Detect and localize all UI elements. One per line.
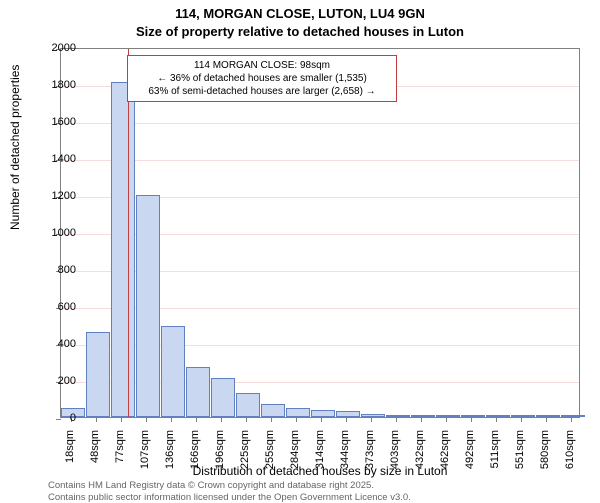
y-axis-label: Number of detached properties (8, 65, 22, 230)
x-tick-mark (121, 417, 122, 422)
histogram-bar (486, 415, 510, 417)
x-tick-mark (371, 417, 372, 422)
x-tick-mark (546, 417, 547, 422)
x-tick-label: 107sqm (139, 430, 151, 490)
x-tick-label: 580sqm (539, 430, 551, 490)
histogram-bar (386, 415, 410, 417)
x-tick-mark (521, 417, 522, 422)
x-tick-label: 314sqm (314, 430, 326, 490)
x-tick-mark (421, 417, 422, 422)
x-tick-label: 373sqm (364, 430, 376, 490)
y-tick-label: 800 (36, 264, 76, 276)
x-tick-label: 610sqm (564, 430, 576, 490)
histogram-bar (161, 326, 185, 417)
annotation-line: 114 MORGAN CLOSE: 98sqm (136, 59, 388, 72)
histogram-bar (236, 393, 260, 417)
x-tick-mark (321, 417, 322, 422)
annotation-box: 114 MORGAN CLOSE: 98sqm← 36% of detached… (127, 55, 397, 102)
y-tick-label: 1200 (36, 190, 76, 202)
x-tick-mark (171, 417, 172, 422)
gridline (61, 123, 579, 124)
x-tick-label: 136sqm (164, 430, 176, 490)
x-tick-mark (296, 417, 297, 422)
x-tick-label: 18sqm (64, 430, 76, 490)
histogram-bar (411, 415, 435, 417)
x-tick-label: 77sqm (114, 430, 126, 490)
histogram-bar (561, 415, 585, 417)
x-tick-label: 403sqm (389, 430, 401, 490)
x-tick-label: 225sqm (239, 430, 251, 490)
chart-title-desc: Size of property relative to detached ho… (0, 24, 600, 39)
x-tick-label: 492sqm (464, 430, 476, 490)
histogram-bar (361, 414, 385, 417)
y-tick-label: 1000 (36, 227, 76, 239)
x-tick-label: 48sqm (89, 430, 101, 490)
footer-copyright-2: Contains public sector information licen… (48, 492, 411, 503)
histogram-bar (111, 82, 135, 417)
y-tick-label: 600 (36, 301, 76, 313)
histogram-chart: 114, MORGAN CLOSE, LUTON, LU4 9GN Size o… (0, 0, 600, 500)
histogram-bar (211, 378, 235, 417)
histogram-bar (436, 415, 460, 417)
histogram-bar (511, 415, 535, 417)
x-tick-label: 432sqm (414, 430, 426, 490)
plot-area: 114 MORGAN CLOSE: 98sqm← 36% of detached… (60, 48, 580, 418)
histogram-bar (286, 408, 310, 417)
x-tick-mark (196, 417, 197, 422)
x-tick-mark (346, 417, 347, 422)
histogram-bar (536, 415, 560, 417)
x-tick-label: 166sqm (189, 430, 201, 490)
marker-line (128, 49, 129, 417)
y-tick-label: 1800 (36, 79, 76, 91)
x-tick-mark (271, 417, 272, 422)
x-tick-label: 196sqm (214, 430, 226, 490)
histogram-bar (311, 410, 335, 417)
x-tick-label: 551sqm (514, 430, 526, 490)
x-tick-label: 255sqm (264, 430, 276, 490)
x-tick-label: 344sqm (339, 430, 351, 490)
x-tick-mark (146, 417, 147, 422)
x-tick-mark (496, 417, 497, 422)
histogram-bar (336, 411, 360, 417)
x-tick-mark (246, 417, 247, 422)
y-tick-label: 1600 (36, 116, 76, 128)
x-tick-label: 511sqm (489, 430, 501, 490)
chart-title-address: 114, MORGAN CLOSE, LUTON, LU4 9GN (0, 6, 600, 21)
annotation-line: ← 36% of detached houses are smaller (1,… (136, 72, 388, 85)
histogram-bar (186, 367, 210, 417)
x-tick-label: 284sqm (289, 430, 301, 490)
y-tick-label: 2000 (36, 42, 76, 54)
y-tick-label: 200 (36, 375, 76, 387)
x-tick-mark (471, 417, 472, 422)
annotation-line: 63% of semi-detached houses are larger (… (136, 85, 388, 98)
x-tick-mark (571, 417, 572, 422)
gridline (61, 160, 579, 161)
x-tick-mark (221, 417, 222, 422)
y-tick-label: 1400 (36, 153, 76, 165)
histogram-bar (261, 404, 285, 417)
histogram-bar (86, 332, 110, 417)
histogram-bar (461, 415, 485, 417)
x-tick-mark (396, 417, 397, 422)
y-tick-label: 0 (36, 412, 76, 424)
histogram-bar (136, 195, 160, 417)
x-tick-mark (446, 417, 447, 422)
x-tick-label: 462sqm (439, 430, 451, 490)
y-tick-label: 400 (36, 338, 76, 350)
x-tick-mark (96, 417, 97, 422)
